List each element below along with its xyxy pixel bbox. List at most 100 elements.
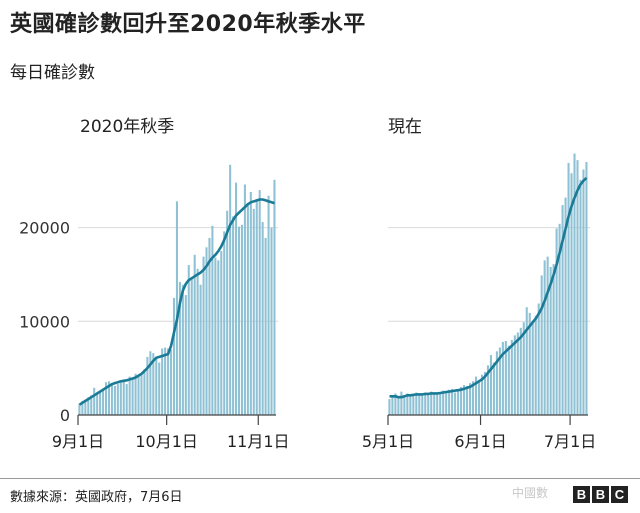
bar (543, 260, 546, 415)
bar (158, 362, 161, 415)
page-title: 英國確診數回升至2020年秋季水平 (10, 12, 366, 37)
bar (489, 355, 492, 415)
bar (486, 365, 489, 415)
bar (468, 383, 472, 415)
bar (146, 356, 149, 415)
bbc-logo: B B C (573, 486, 628, 503)
bar (549, 266, 552, 415)
bar (84, 400, 87, 415)
bar (102, 389, 105, 415)
bar (232, 216, 235, 415)
bar (252, 208, 255, 415)
bar (460, 386, 463, 415)
bar (492, 362, 495, 415)
bar (134, 373, 137, 415)
bar (406, 393, 409, 415)
bar (415, 392, 418, 415)
bar (427, 394, 430, 415)
bar (229, 164, 232, 415)
bar (510, 340, 513, 415)
bar (78, 403, 81, 415)
bar (152, 353, 155, 415)
bar (576, 160, 579, 415)
bar (104, 382, 108, 415)
bar (436, 394, 439, 415)
bar (175, 201, 178, 415)
bar (445, 391, 448, 415)
bar (93, 387, 96, 415)
bar (519, 327, 522, 415)
bar (388, 399, 391, 415)
bar (448, 389, 451, 415)
logo-letter: B (592, 486, 609, 503)
bar (433, 393, 436, 415)
bar (546, 256, 549, 415)
bar (149, 351, 152, 415)
bar (107, 381, 111, 415)
x-tick-label: 10月1日 (135, 432, 198, 451)
bar (561, 205, 564, 415)
bar (483, 371, 487, 415)
bar (196, 268, 199, 415)
bar (140, 374, 143, 415)
bar (430, 391, 433, 415)
x-tick-label: 7月1日 (544, 432, 596, 451)
bar (480, 374, 484, 415)
logo-letter: C (611, 486, 628, 503)
logo-letter: B (573, 486, 590, 503)
bar (412, 393, 415, 415)
bar (582, 169, 585, 415)
x-tick-label: 11月1日 (227, 432, 290, 451)
chart-subtitle: 每日確診數 (10, 63, 95, 83)
bar (394, 393, 397, 415)
bar (220, 251, 223, 415)
bar (525, 307, 528, 415)
bar (498, 347, 501, 415)
bar (534, 315, 537, 415)
bar (495, 351, 498, 415)
rolling-average-line (78, 198, 275, 406)
bar (208, 237, 211, 415)
bar (178, 281, 181, 415)
bar (421, 393, 424, 415)
bar (237, 226, 241, 415)
bar (516, 332, 519, 415)
bar (240, 224, 243, 415)
bar (161, 348, 164, 415)
bar (397, 396, 400, 415)
bar (172, 297, 176, 415)
bar (267, 195, 270, 415)
bar (501, 341, 504, 415)
bar (522, 322, 525, 415)
bar (391, 395, 394, 415)
bar (96, 392, 99, 415)
bar (504, 340, 507, 415)
bar (81, 400, 84, 415)
bar (258, 190, 261, 415)
bar (137, 375, 140, 415)
bar (439, 392, 442, 415)
bar (99, 390, 102, 415)
bar (409, 394, 412, 415)
bar (531, 323, 534, 415)
y-tick-label: 10000 (19, 312, 70, 331)
y-tick-label: 20000 (19, 219, 70, 238)
bar (270, 227, 273, 415)
bar (466, 385, 469, 415)
bar (87, 397, 90, 415)
bar (193, 254, 196, 415)
bar (181, 284, 184, 415)
bar (558, 223, 561, 415)
bar (243, 184, 246, 415)
bar (474, 376, 478, 415)
bar (249, 191, 252, 415)
bar (128, 376, 131, 415)
footer-divider (0, 478, 640, 479)
bar (187, 265, 190, 415)
panel-title: 2020年秋季 (80, 117, 174, 137)
bar (442, 390, 445, 415)
bar (579, 179, 582, 415)
source-note: 數據來源：英國政府，7月6日 (10, 490, 183, 505)
bar (564, 197, 567, 415)
bar (457, 390, 460, 415)
